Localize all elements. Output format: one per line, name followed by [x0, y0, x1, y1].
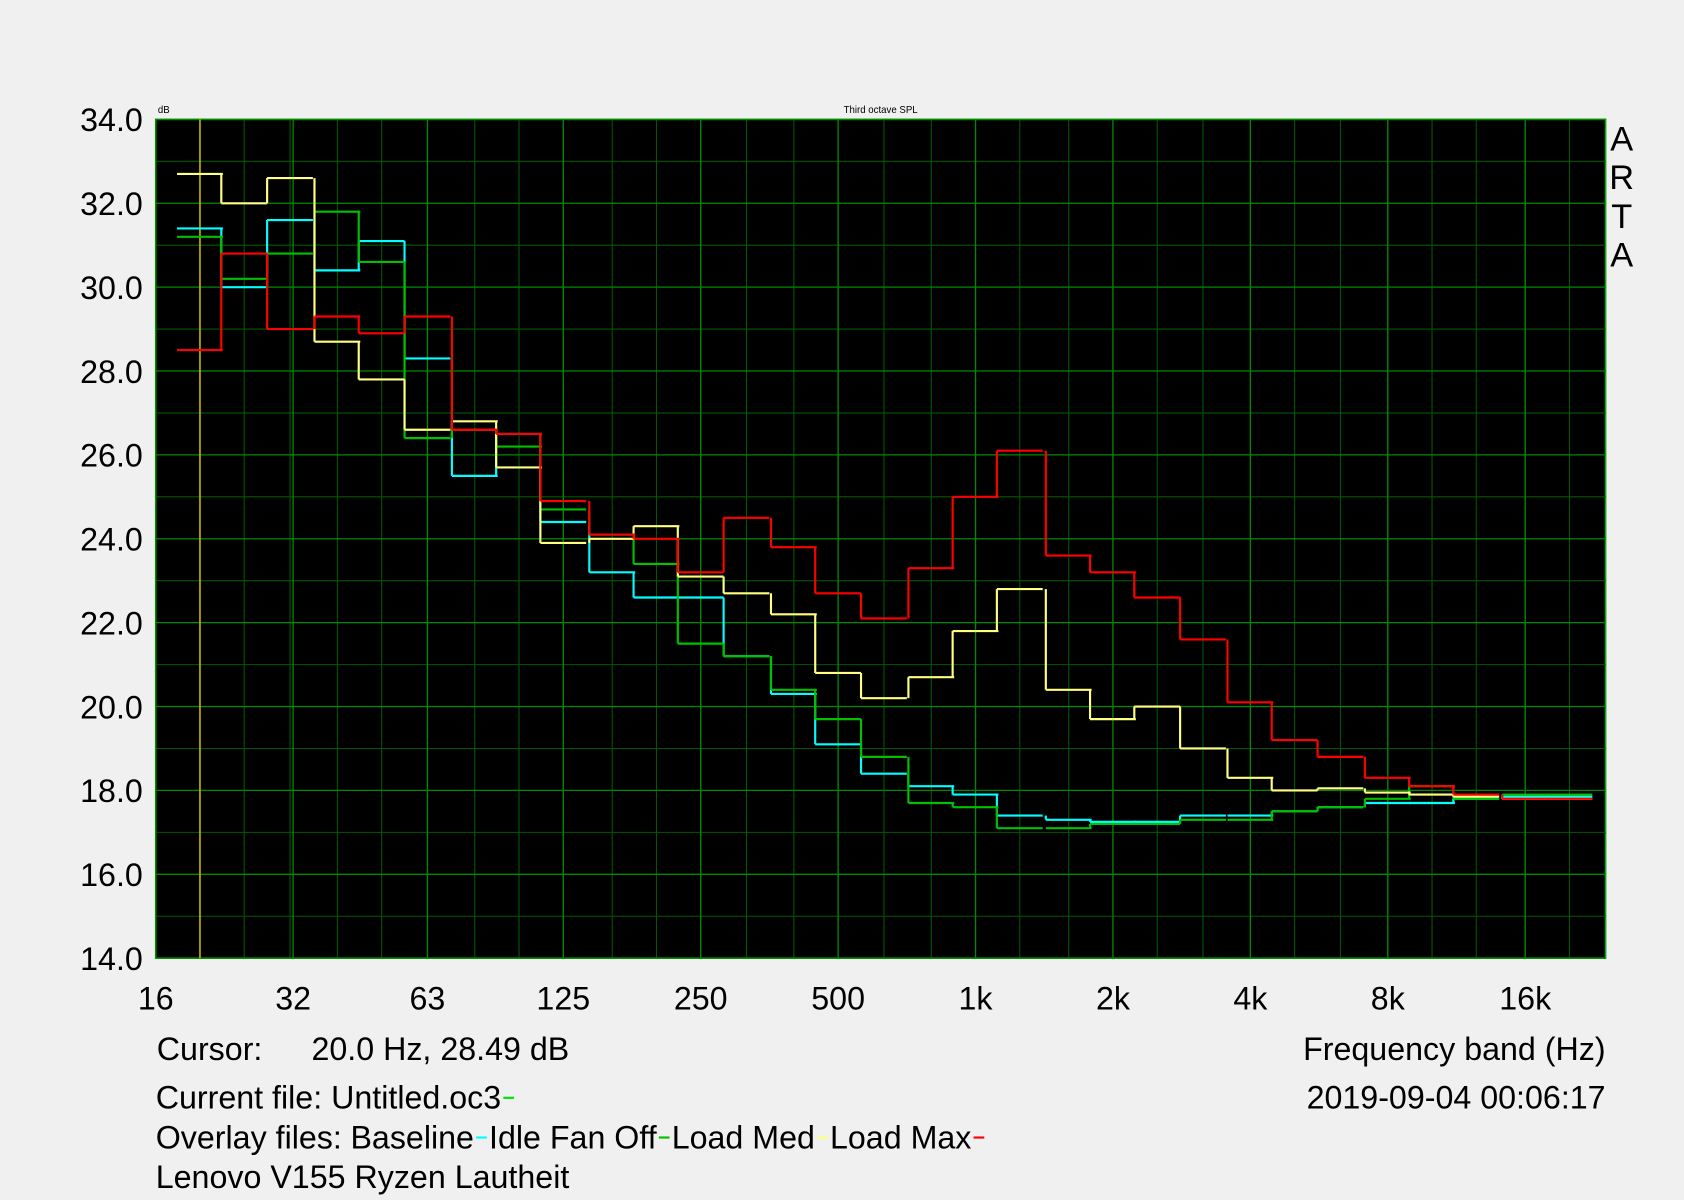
- y-tick-label: 16.0: [80, 857, 143, 893]
- caption: Lenovo V155 Ryzen Lautheit: [156, 1159, 570, 1195]
- legend-entry: Idle Fan Off: [489, 1119, 657, 1155]
- x-tick-label: 4k: [1233, 981, 1268, 1017]
- y-tick-label: 14.0: [80, 941, 143, 977]
- x-tick-label: 16k: [1499, 981, 1552, 1017]
- y-tick-label: 22.0: [80, 605, 143, 641]
- x-tick-label: 125: [536, 981, 590, 1017]
- y-tick-label: 24.0: [80, 522, 143, 558]
- x-tick-label: 500: [811, 981, 865, 1017]
- chart-title: Third octave SPL: [844, 105, 919, 116]
- x-tick-label: 32: [275, 981, 311, 1017]
- y-tick-label: 34.0: [80, 102, 143, 138]
- cursor-label: Cursor:: [157, 1031, 263, 1067]
- x-tick-label: 250: [674, 981, 728, 1017]
- y-tick-label: 28.0: [80, 354, 143, 390]
- x-tick-label: 63: [410, 981, 446, 1017]
- x-tick-label: 2k: [1096, 981, 1131, 1017]
- x-axis-label: Frequency band (Hz): [1303, 1031, 1606, 1067]
- cursor-readout: 20.0 Hz, 28.49 dB: [311, 1031, 569, 1067]
- x-tick-label: 16: [138, 981, 174, 1017]
- legend-entry: Baseline: [350, 1119, 474, 1155]
- x-tick-label: 1k: [959, 981, 994, 1017]
- y-unit: dB: [158, 105, 170, 116]
- x-tick-label: 8k: [1371, 981, 1406, 1017]
- y-tick-label: 32.0: [80, 186, 143, 222]
- timestamp: 2019-09-04 00:06:17: [1307, 1080, 1606, 1116]
- plot: [155, 118, 1606, 959]
- legend-entry: Load Max: [830, 1119, 971, 1155]
- y-tick-label: 30.0: [80, 270, 143, 306]
- y-tick-label: 20.0: [80, 689, 143, 725]
- y-tick-label: 26.0: [80, 438, 143, 474]
- legend-entry: Load Med: [672, 1119, 815, 1155]
- y-tick-label: 18.0: [80, 773, 143, 809]
- legend-label: Overlay files:: [156, 1119, 342, 1155]
- current-file: Current file: Untitled.oc3: [156, 1080, 501, 1116]
